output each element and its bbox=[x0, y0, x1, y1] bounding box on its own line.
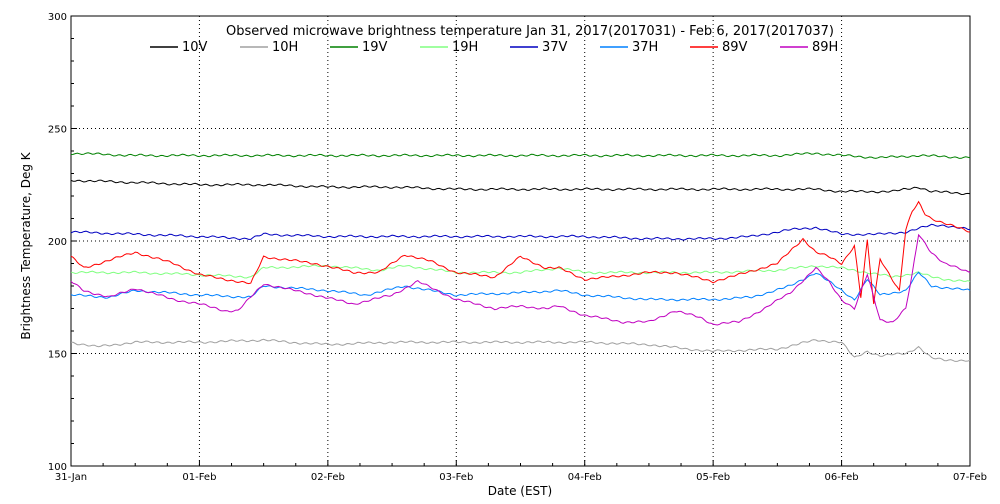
x-tick-label: 04-Feb bbox=[568, 472, 602, 483]
series-line-19v bbox=[70, 152, 971, 159]
x-tick-label: 31-Jan bbox=[55, 472, 87, 483]
x-tick-label: 05-Feb bbox=[696, 472, 730, 483]
chart-title: Observed microwave brightness temperatur… bbox=[226, 24, 834, 39]
legend-label-89v: 89V bbox=[722, 40, 748, 55]
x-tick-label: 07-Feb bbox=[953, 472, 987, 483]
legend-label-37v: 37V bbox=[542, 40, 568, 55]
x-tick-label: 01-Feb bbox=[182, 472, 216, 483]
x-tick-label: 06-Feb bbox=[825, 472, 859, 483]
y-tick-label: 150 bbox=[48, 350, 67, 361]
tick-layer: 100 150 200 250 300 31-Jan 01-Feb 02-Feb 03-Feb 0… bbox=[48, 12, 987, 483]
y-axis-label: Brightness Temperature, Deg K bbox=[19, 151, 33, 339]
x-tick-label: 03-Feb bbox=[439, 472, 473, 483]
legend-label-19v: 19V bbox=[362, 40, 388, 55]
y-tick-label: 300 bbox=[48, 12, 67, 23]
legend-label-10h: 10H bbox=[272, 40, 298, 55]
legend-label-89h: 89H bbox=[812, 40, 838, 55]
legend: 10V 10H 19V 19H 37V 37H 89V 89H bbox=[150, 40, 838, 55]
y-tick-label: 200 bbox=[48, 237, 67, 248]
x-axis-label: Date (EST) bbox=[488, 484, 552, 498]
series-line-37v bbox=[70, 223, 971, 241]
y-tick-label: 250 bbox=[48, 125, 67, 136]
series-line-37h bbox=[70, 271, 971, 302]
series-line-89v bbox=[70, 200, 971, 305]
series-line-19h bbox=[70, 264, 971, 282]
grid-layer bbox=[71, 16, 970, 466]
series-line-10v bbox=[70, 179, 971, 196]
series-layer bbox=[70, 152, 971, 362]
legend-label-10v: 10V bbox=[182, 40, 208, 55]
legend-label-19h: 19H bbox=[452, 40, 478, 55]
series-line-10h bbox=[70, 338, 971, 362]
legend-label-37h: 37H bbox=[632, 40, 658, 55]
x-tick-label: 02-Feb bbox=[311, 472, 345, 483]
y-tick-label: 100 bbox=[48, 462, 67, 473]
series-line-89h bbox=[70, 233, 971, 326]
